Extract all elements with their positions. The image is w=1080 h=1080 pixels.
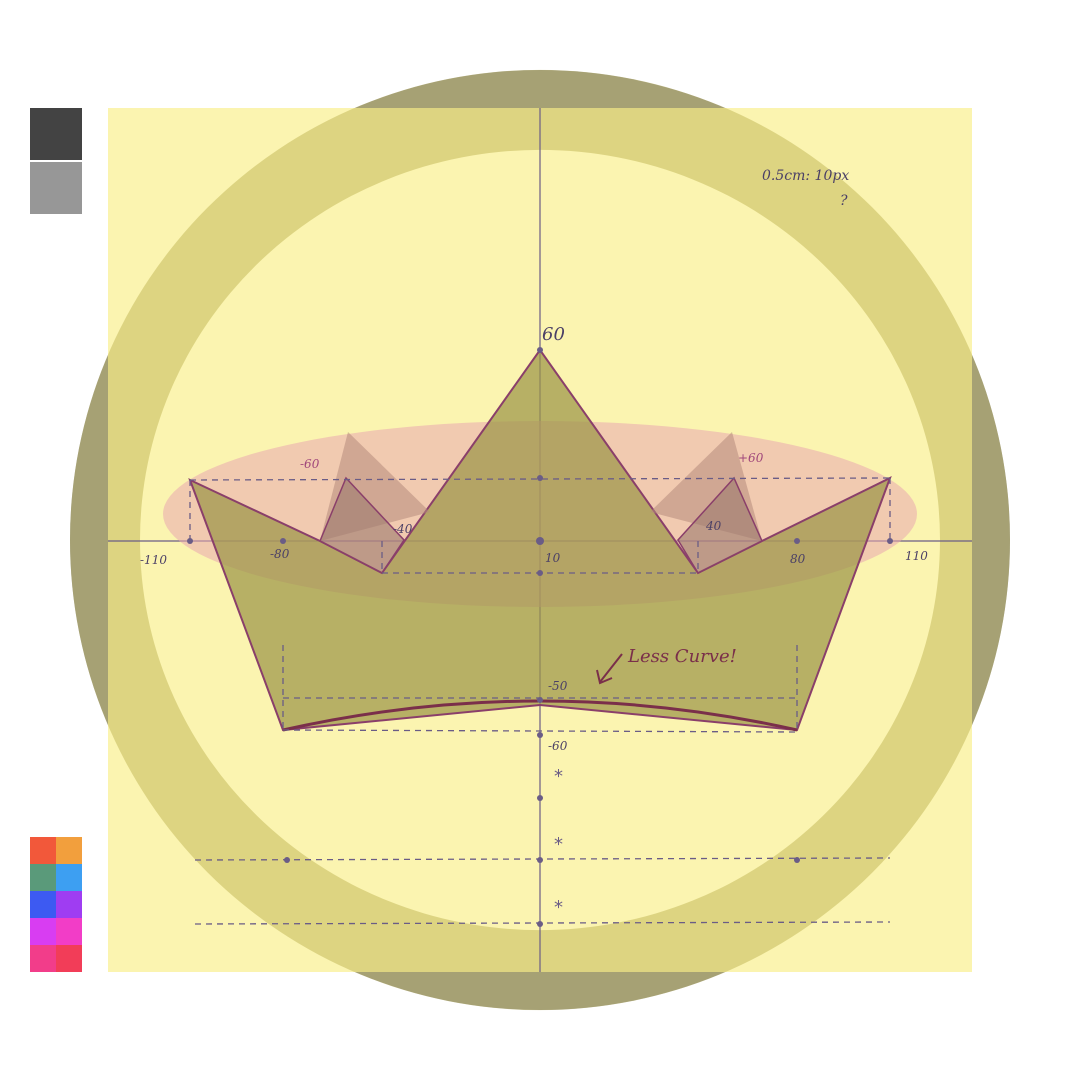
y-tick-neg50: -50	[548, 679, 568, 693]
y-tick-neg60: -60	[548, 739, 568, 753]
x-tick-80: 80	[790, 552, 806, 566]
x-tick-110: 110	[905, 549, 928, 563]
swatch-dark-gray[interactable]	[30, 108, 82, 160]
color-swatch[interactable]	[30, 945, 56, 972]
x-tick-neg110: -110	[140, 553, 167, 567]
swatch-mid-gray[interactable]	[30, 162, 82, 214]
cross-mark-2: *	[554, 834, 563, 855]
label-peak-left: -60	[300, 457, 320, 471]
label-peak-right: +60	[738, 451, 764, 465]
color-swatch[interactable]	[30, 891, 56, 918]
color-swatch[interactable]	[56, 837, 82, 864]
color-swatch[interactable]	[30, 837, 56, 864]
note-arrow-icon	[596, 653, 623, 685]
construction-points	[187, 347, 893, 927]
cross-mark-3: *	[554, 897, 563, 918]
x-tick-10: 10	[545, 551, 561, 565]
cross-mark-1: *	[554, 766, 563, 787]
color-swatch[interactable]	[30, 864, 56, 891]
color-swatch[interactable]	[56, 945, 82, 972]
color-swatch[interactable]	[56, 891, 82, 918]
label-inner-left: -40	[393, 522, 413, 536]
scale-mark: ?	[840, 193, 848, 209]
y-tick-60: 60	[542, 324, 565, 345]
scale-note: 0.5cm: 10px	[762, 168, 849, 184]
hatched-facet-right	[677, 476, 763, 574]
color-swatch[interactable]	[56, 864, 82, 891]
less-curve-note: Less Curve!	[627, 646, 737, 667]
x-tick-neg80: -80	[270, 547, 290, 561]
color-swatch[interactable]	[56, 918, 82, 945]
color-swatch[interactable]	[30, 918, 56, 945]
label-inner-right: 40	[705, 519, 722, 533]
